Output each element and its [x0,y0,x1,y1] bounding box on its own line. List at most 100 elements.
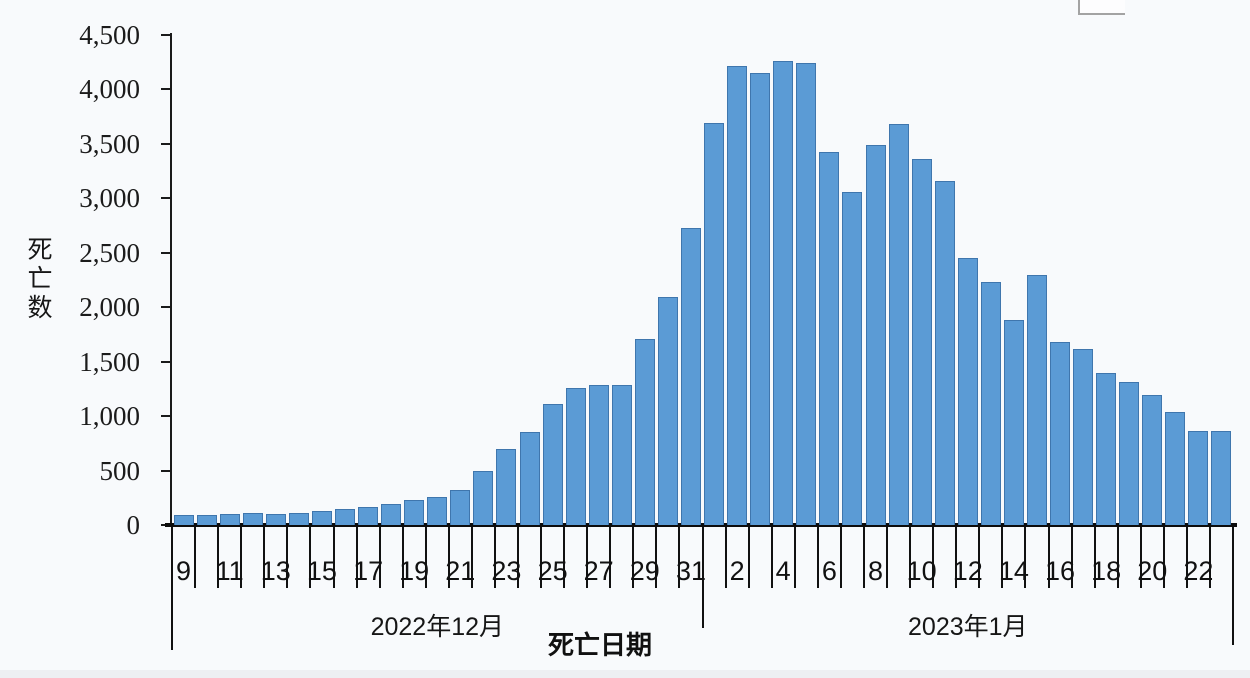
x-tick-label: 12 [952,556,983,586]
bar [819,151,840,525]
day-tick [355,527,358,588]
day-tick [1070,527,1073,588]
bar [311,510,332,525]
day-tick [839,527,842,588]
day-tick [563,527,566,588]
y-tick-mark [161,142,171,145]
y-tick-label: 0 [126,510,141,540]
month-label-1: 2023年1月 [908,613,1028,641]
month-boundary-tick [701,527,704,628]
day-tick [540,527,542,588]
month-label-0: 2022年12月 [370,613,505,641]
bar [1096,372,1117,525]
y-axis-line [170,33,172,527]
bar [335,509,356,525]
day-tick [493,527,496,588]
bar [173,515,194,525]
bar [288,512,309,525]
bar [1026,274,1047,525]
bar [450,490,471,525]
bar [796,63,817,525]
day-tick [586,527,589,588]
day-tick [678,527,681,588]
bar [1211,431,1232,525]
day-tick [424,527,427,588]
bar [542,404,563,525]
day-tick [1139,527,1142,588]
day-tick [724,527,727,588]
y-tick-label: 3,000 [79,183,140,214]
y-tick-label: 4,500 [79,20,140,50]
day-tick [517,527,519,588]
y-tick-mark [161,469,171,472]
bar [196,514,217,525]
bar [565,387,586,525]
x-tick-label: 11 [215,556,244,586]
day-tick [378,527,381,588]
x-tick-label: 22 [1183,556,1214,586]
month-boundary-tick [171,527,173,650]
x-tick-label: 23 [491,556,522,586]
bar [473,470,494,525]
x-tick-label: 9 [175,556,192,586]
x-tick-label: 6 [821,556,837,586]
day-tick [1162,527,1165,588]
bar [934,180,955,525]
y-axis-title: 死亡数 [24,236,51,323]
y-tick-label: 1,500 [79,346,140,377]
x-tick-label: 10 [906,556,937,586]
y-tick-label: 1,000 [79,401,140,432]
day-tick [932,527,935,588]
bar [519,432,540,525]
x-axis-line [165,523,1237,527]
day-tick [609,527,612,588]
y-tick-mark [161,197,171,200]
day-tick [401,527,404,588]
bar [750,73,771,525]
day-tick [447,527,450,588]
bar [657,297,678,525]
bar [1050,342,1071,525]
x-tick-label: 14 [998,556,1029,586]
day-tick [1093,527,1096,588]
bar [611,384,632,525]
x-tick-label: 25 [537,556,568,586]
day-tick [1047,527,1050,588]
day-tick [194,527,197,588]
x-tick-label: 18 [1091,556,1122,586]
bar [1188,431,1209,525]
day-tick [909,527,912,588]
x-tick-label: 27 [583,556,614,586]
day-tick [816,527,819,588]
bar [911,159,932,525]
day-tick [286,527,289,588]
day-tick [1024,527,1027,588]
bar [1165,411,1186,525]
y-tick-label: 500 [99,455,141,486]
bar [704,123,725,525]
day-tick [1208,527,1211,588]
x-tick-label: 15 [306,556,337,586]
day-tick [863,527,865,588]
x-tick-label: 13 [260,556,291,586]
day-tick [747,527,750,588]
day-tick [978,527,981,588]
day-tick [309,527,312,588]
day-tick [1001,527,1004,588]
day-tick [332,527,335,588]
y-tick-mark [161,360,171,363]
x-tick-label: 19 [399,556,430,586]
y-tick-label: 2,500 [79,237,140,268]
x-tick-label: 31 [675,556,707,586]
x-tick-label: 4 [775,556,791,586]
y-tick-label: 3,500 [79,128,140,159]
bar [842,191,863,525]
day-tick [793,527,796,588]
bar [680,227,701,525]
x-tick-label: 16 [1044,556,1076,586]
day-tick [1116,527,1119,588]
bar [865,145,886,525]
day-tick [655,527,658,588]
bar [381,503,402,525]
